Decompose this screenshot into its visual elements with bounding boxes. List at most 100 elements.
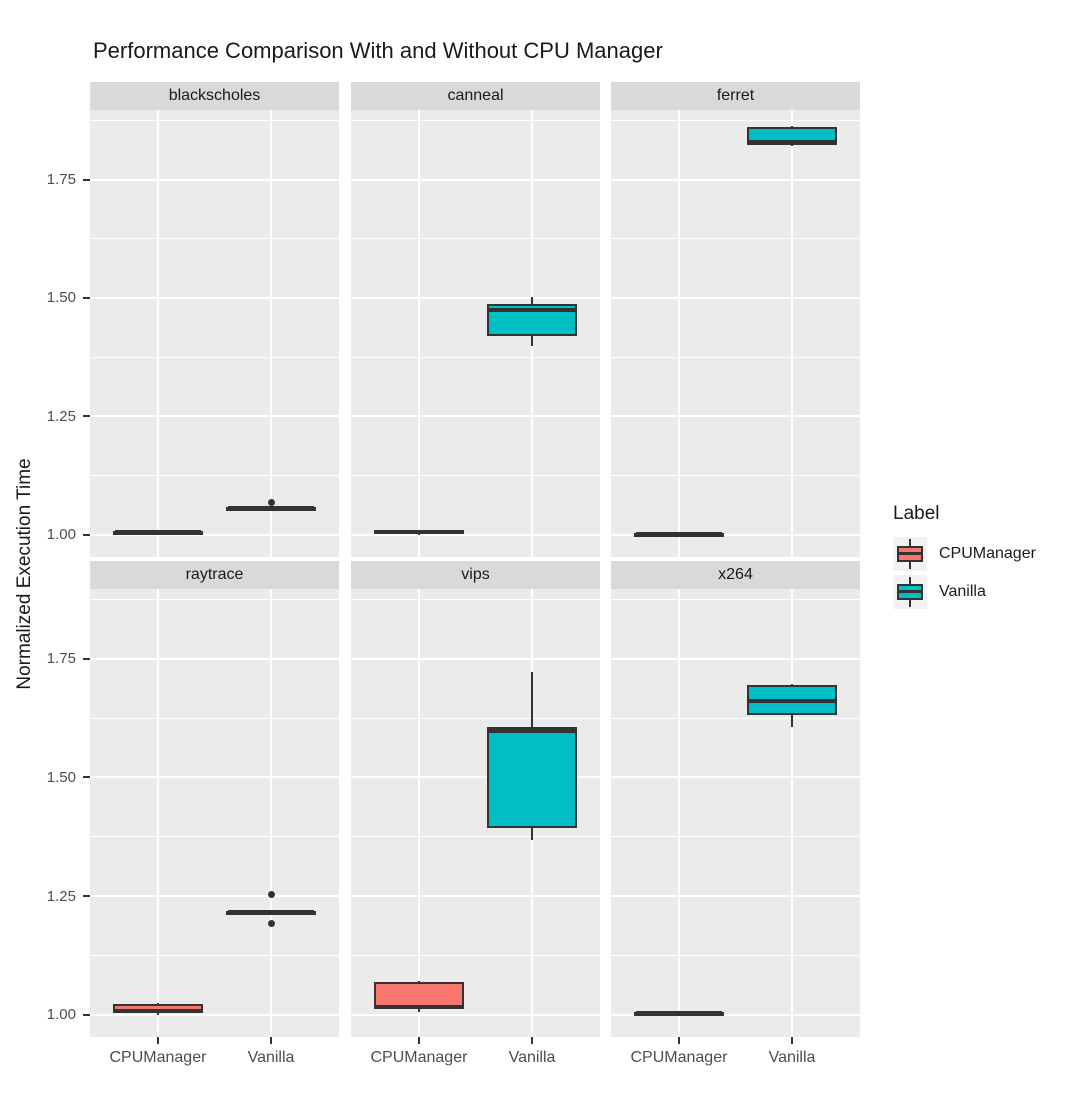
chart-title: Performance Comparison With and Without … <box>93 38 663 63</box>
facet-panel-x264 <box>611 589 860 1037</box>
gridline-vertical <box>677 110 680 557</box>
gridline-vertical <box>417 110 420 557</box>
key-median-icon <box>899 552 921 555</box>
facet-panel-ferret <box>611 110 860 557</box>
median-line <box>635 532 722 537</box>
x-tick-label: Vanilla <box>247 1049 295 1066</box>
x-axis-tick <box>531 1037 534 1044</box>
gridline-major <box>90 1013 339 1016</box>
x-tick-label: Vanilla <box>768 1049 816 1066</box>
whisker-lower <box>531 827 534 841</box>
gridline-minor <box>611 356 860 358</box>
facet-strip: ferret <box>611 82 860 110</box>
y-axis-tick <box>83 296 90 299</box>
legend-item-vanilla: Vanilla <box>893 575 1036 609</box>
gridline-minor <box>611 598 860 600</box>
y-axis-tick <box>83 776 90 779</box>
y-tick-label: 1.50 <box>46 289 76 307</box>
y-axis-tick <box>83 657 90 660</box>
facet-strip: vips <box>351 561 600 589</box>
median-line <box>114 1008 201 1013</box>
median-line <box>114 529 201 534</box>
gridline-minor <box>611 238 860 240</box>
gridline-minor <box>611 475 860 477</box>
median-line <box>635 1011 722 1016</box>
gridline-minor <box>611 119 860 121</box>
gridline-major <box>90 895 339 898</box>
gridline-vertical <box>270 589 273 1037</box>
boxplot-key-icon <box>893 575 927 609</box>
legend-title: Label <box>893 503 940 524</box>
median-line <box>489 308 576 313</box>
gridline-major <box>611 1013 860 1016</box>
x-axis-tick <box>270 1037 273 1044</box>
gridline-minor <box>90 836 339 838</box>
facet-strip: blackscholes <box>90 82 339 110</box>
gridline-minor <box>90 356 339 358</box>
gridline-minor <box>90 717 339 719</box>
x-tick-label: Vanilla <box>508 1049 556 1066</box>
y-axis-tick <box>83 178 90 181</box>
gridline-minor <box>90 119 339 121</box>
gridline-major <box>611 776 860 779</box>
y-tick-label: 1.25 <box>46 407 76 425</box>
gridline-minor <box>90 238 339 240</box>
gridline-major <box>90 776 339 779</box>
y-axis-tick <box>83 1013 90 1016</box>
legend-label: CPUManager <box>939 545 1036 562</box>
gridline-minor <box>90 475 339 477</box>
median-line <box>375 1005 462 1010</box>
key-median-icon <box>899 590 921 593</box>
whisker-lower <box>156 1013 159 1015</box>
gridline-minor <box>351 356 600 358</box>
y-tick-label: 1.75 <box>46 171 76 189</box>
y-tick-label: 1.00 <box>46 526 76 544</box>
gridline-major <box>351 296 600 299</box>
x-axis-tick <box>417 1037 420 1044</box>
facet-strip: x264 <box>611 561 860 589</box>
gridline-major <box>90 415 339 418</box>
facet-panel-vips <box>351 589 600 1037</box>
whisker-lower <box>417 1009 420 1013</box>
boxplot-key-icon <box>893 537 927 571</box>
gridline-minor <box>351 598 600 600</box>
gridline-minor <box>351 475 600 477</box>
whisker-upper <box>791 684 794 686</box>
whisker-upper <box>156 1003 159 1005</box>
gridline-minor <box>351 119 600 121</box>
gridline-major <box>351 178 600 181</box>
x-tick-label: CPUManager <box>370 1049 468 1066</box>
gridline-major <box>351 776 600 779</box>
gridline-major <box>611 178 860 181</box>
gridline-vertical <box>156 110 159 557</box>
y-axis-tick <box>83 895 90 898</box>
outlier-dot <box>267 499 275 507</box>
gridline-major <box>351 533 600 536</box>
median-line <box>749 140 836 145</box>
gridline-major <box>351 657 600 660</box>
boxplot-box-Vanilla <box>487 726 578 828</box>
median-line <box>228 910 315 915</box>
whisker-upper <box>417 981 420 983</box>
legend: Label CPUManager Vanilla <box>893 503 1036 613</box>
whisker-lower <box>791 714 794 728</box>
gridline-major <box>611 296 860 299</box>
x-tick-label: CPUManager <box>630 1049 728 1066</box>
median-line <box>749 699 836 704</box>
y-axis-tick <box>83 533 90 536</box>
gridline-vertical <box>791 110 794 557</box>
x-tick-label: CPUManager <box>109 1049 207 1066</box>
median-line <box>375 529 462 534</box>
gridline-minor <box>351 717 600 719</box>
facet-strip: raytrace <box>90 561 339 589</box>
y-axis-tick <box>83 415 90 418</box>
facet-panel-canneal <box>351 110 600 557</box>
gridline-minor <box>351 954 600 956</box>
gridline-major <box>611 895 860 898</box>
whisker-lower <box>791 144 794 147</box>
gridline-minor <box>611 954 860 956</box>
gridline-minor <box>90 954 339 956</box>
gridline-minor <box>90 598 339 600</box>
x-axis-tick <box>791 1037 794 1044</box>
